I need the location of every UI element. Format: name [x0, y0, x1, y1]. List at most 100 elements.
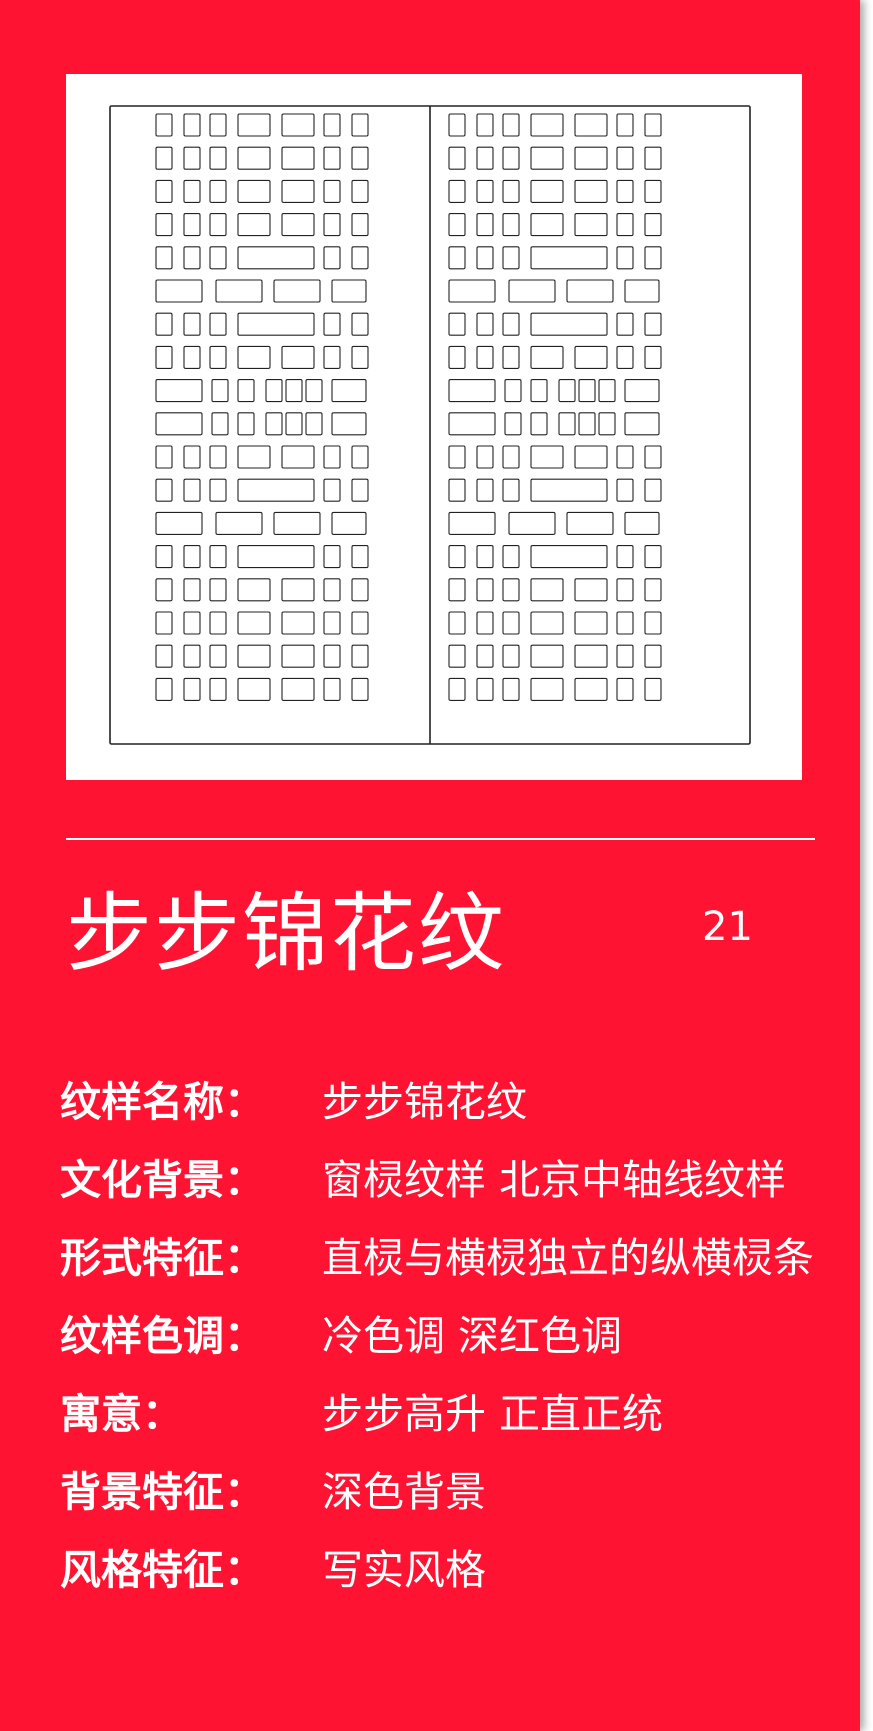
lattice-cell-right: [448, 412, 496, 436]
lattice-cell-left: [237, 478, 315, 502]
lattice-cell-left: [281, 213, 315, 237]
lattice-cell-left: [265, 412, 283, 436]
lattice-cell-right: [504, 412, 522, 436]
lattice-cell-left: [209, 578, 227, 602]
lattice-cell-right: [616, 179, 634, 203]
lattice-cell-left: [183, 312, 201, 336]
lattice-cell-right: [644, 445, 662, 469]
lattice-cell-left: [323, 113, 341, 137]
detail-label: 纹样色调：: [60, 1312, 265, 1360]
lattice-cell-left: [281, 677, 315, 701]
lattice-cell-right: [476, 312, 494, 336]
lattice-cell-left: [155, 578, 173, 602]
detail-row-meaning: 寓意： 步步高升 正直正统: [60, 1384, 820, 1444]
lattice-cell-right: [558, 379, 576, 403]
lattice-cell-left: [281, 644, 315, 668]
lattice-cell-left: [281, 345, 315, 369]
lattice-cell-right: [502, 312, 520, 336]
lattice-cell-right: [502, 246, 520, 270]
lattice-cell-right: [448, 113, 466, 137]
detail-value: 步步高升 正直正统: [322, 1390, 664, 1438]
lattice-cell-right: [530, 345, 564, 369]
lattice-cell-left: [351, 345, 369, 369]
lattice-cell-right: [530, 379, 548, 403]
lattice-cell-left: [183, 445, 201, 469]
lattice-cell-right: [616, 213, 634, 237]
pattern-number: 21: [702, 904, 753, 950]
lattice-cell-right: [476, 179, 494, 203]
lattice-cell-right: [624, 412, 660, 436]
lattice-cell-right: [502, 644, 520, 668]
lattice-cell-right: [502, 345, 520, 369]
lattice-cell-left: [237, 677, 271, 701]
lattice-cell-left: [351, 478, 369, 502]
lattice-cell-right: [616, 611, 634, 635]
lattice-cell-right: [574, 611, 608, 635]
lattice-cell-right: [616, 146, 634, 170]
lattice-cell-right: [616, 246, 634, 270]
lattice-cell-right: [644, 578, 662, 602]
lattice-cell-right: [448, 179, 466, 203]
divider-line: [66, 838, 815, 840]
lattice-cell-right: [624, 279, 660, 303]
lattice-cell-right: [574, 445, 608, 469]
lattice-cell-right: [616, 478, 634, 502]
lattice-cell-right: [616, 113, 634, 137]
lattice-cell-left: [155, 246, 173, 270]
lattice-cell-left: [183, 113, 201, 137]
lattice-cell-left: [209, 611, 227, 635]
lattice-cell-right: [476, 146, 494, 170]
lattice-cell-right: [448, 644, 466, 668]
lattice-cell-left: [331, 379, 367, 403]
lattice-cell-right: [502, 578, 520, 602]
lattice-cell-left: [237, 246, 315, 270]
lattice-cell-left: [155, 511, 203, 535]
lattice-cell-right: [578, 379, 596, 403]
lattice-cell-right: [502, 677, 520, 701]
lattice-cell-left: [155, 312, 173, 336]
lattice-cell-left: [155, 445, 173, 469]
lattice-cell-right: [448, 279, 496, 303]
lattice-cell-right: [598, 379, 616, 403]
lattice-cell-left: [237, 644, 271, 668]
lattice-cell-right: [476, 611, 494, 635]
lattice-cell-right: [566, 279, 614, 303]
lattice-cell-left: [155, 611, 173, 635]
detail-label: 纹样名称：: [60, 1078, 265, 1126]
lattice-cell-right: [448, 445, 466, 469]
lattice-cell-right: [502, 545, 520, 569]
detail-value: 窗棂纹样 北京中轴线纹样: [322, 1156, 787, 1204]
lattice-cell-right: [530, 478, 608, 502]
lattice-cell-left: [209, 146, 227, 170]
lattice-cell-left: [183, 478, 201, 502]
lattice-cell-left: [323, 478, 341, 502]
lattice-cell-right: [448, 578, 466, 602]
lattice-cell-right: [508, 279, 556, 303]
lattice-cell-right: [504, 379, 522, 403]
lattice-cell-right: [644, 179, 662, 203]
lattice-cell-left: [209, 179, 227, 203]
lattice-cell-right: [644, 478, 662, 502]
detail-label: 风格特征：: [60, 1546, 265, 1594]
lattice-cell-right: [448, 312, 466, 336]
lattice-cell-left: [323, 578, 341, 602]
lattice-cell-left: [351, 677, 369, 701]
lattice-cell-left: [155, 345, 173, 369]
lattice-cell-right: [448, 213, 466, 237]
lattice-cell-right: [598, 412, 616, 436]
lattice-cell-left: [237, 578, 271, 602]
lattice-cell-right: [574, 146, 608, 170]
lattice-cell-right: [502, 478, 520, 502]
pattern-title: 步步锦花纹: [66, 884, 506, 984]
lattice-cell-right: [530, 677, 564, 701]
detail-row-culture: 文化背景： 窗棂纹样 北京中轴线纹样: [60, 1150, 820, 1210]
lattice-cell-left: [265, 379, 283, 403]
lattice-cell-right: [616, 578, 634, 602]
lattice-cell-right: [616, 644, 634, 668]
lattice-cell-right: [644, 246, 662, 270]
lattice-cell-right: [448, 478, 466, 502]
lattice-cell-left: [155, 478, 173, 502]
lattice-cell-right: [644, 312, 662, 336]
lattice-cell-right: [530, 545, 608, 569]
